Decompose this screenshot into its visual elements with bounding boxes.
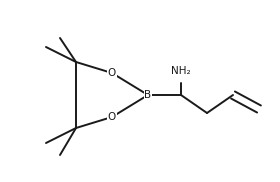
- Text: B: B: [144, 90, 151, 100]
- Text: O: O: [108, 112, 116, 122]
- Text: NH₂: NH₂: [171, 66, 191, 76]
- Text: O: O: [108, 68, 116, 78]
